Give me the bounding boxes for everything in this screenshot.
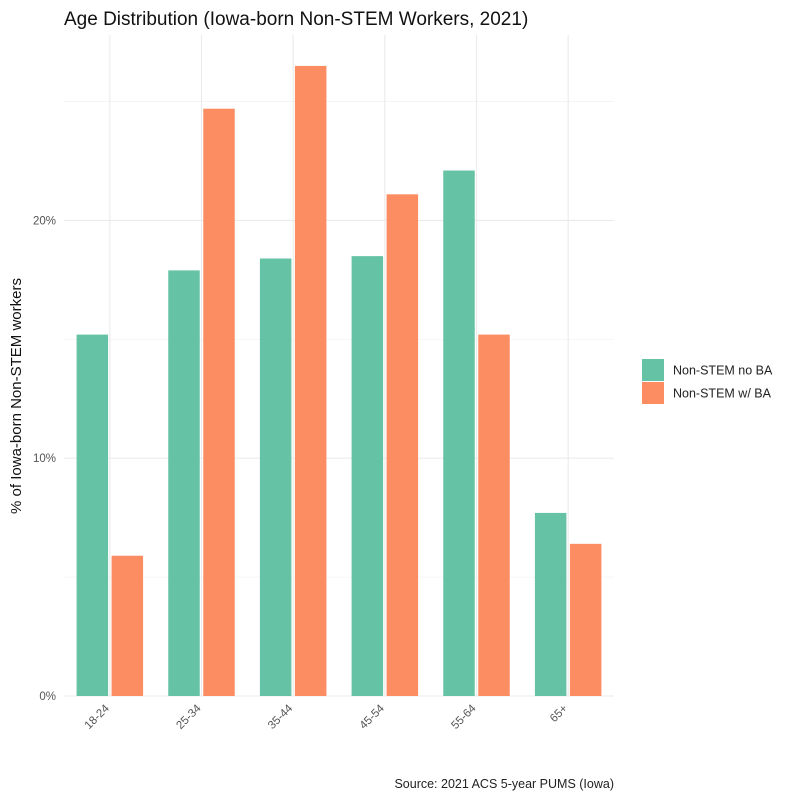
bar-no-ba-18-24	[76, 334, 109, 696]
bar-no-ba-55-64	[443, 170, 475, 696]
bar-with-ba-45-54	[386, 194, 419, 696]
x-tick-label: 18-24	[83, 702, 113, 732]
x-tick-label: 35-44	[266, 702, 296, 732]
y-tick-label: 20%	[33, 215, 56, 227]
bar-with-ba-25-34	[203, 108, 235, 697]
bar-no-ba-45-54	[351, 256, 384, 696]
bars	[76, 65, 602, 697]
x-tick-label: 25-34	[174, 702, 204, 732]
gridlines	[64, 35, 614, 697]
legend-key-with-ba	[642, 382, 664, 404]
x-tick-label: 65+	[548, 702, 570, 724]
legend-label-no-ba: Non-STEM no BA	[673, 364, 773, 378]
y-axis-label: % of Iowa-born Non-STEM workers	[8, 278, 25, 514]
legend-key-no-ba	[642, 359, 664, 381]
x-axis-ticks: 18-24 25-34 35-44 45-54 55-64 65+	[83, 702, 571, 732]
x-tick-label: 55-64	[449, 702, 479, 732]
y-tick-label: 10%	[33, 453, 56, 465]
legend-label-with-ba: Non-STEM w/ BA	[673, 387, 772, 401]
chart-title: Age Distribution (Iowa-born Non-STEM Wor…	[64, 9, 528, 30]
legend: Non-STEM no BA Non-STEM w/ BA	[642, 359, 773, 404]
bar-with-ba-35-44	[294, 65, 327, 696]
chart-caption: Source: 2021 ACS 5-year PUMS (Iowa)	[394, 777, 614, 791]
bar-with-ba-18-24	[111, 555, 144, 696]
bar-with-ba-55-64	[478, 334, 510, 696]
bar-no-ba-25-34	[168, 270, 200, 696]
y-tick-label: 0%	[39, 691, 56, 703]
bar-with-ba-65+	[569, 543, 602, 696]
bar-no-ba-35-44	[259, 258, 292, 696]
bar-no-ba-65+	[534, 512, 567, 696]
x-tick-label: 45-54	[358, 702, 388, 732]
y-axis-ticks: 0% 10% 20%	[33, 215, 56, 703]
